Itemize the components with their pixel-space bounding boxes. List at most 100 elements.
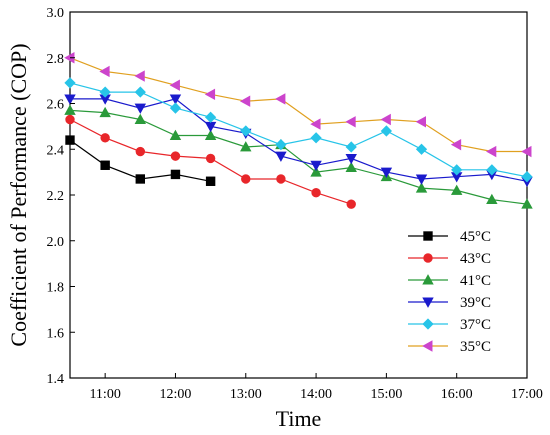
data-point bbox=[380, 125, 393, 137]
data-point bbox=[275, 139, 287, 151]
data-point bbox=[134, 86, 146, 98]
y-tick-label: 2.8 bbox=[47, 52, 65, 67]
data-point bbox=[380, 167, 393, 178]
data-point bbox=[450, 138, 462, 151]
data-point bbox=[346, 199, 356, 209]
data-point bbox=[486, 193, 498, 205]
x-axis-title: Time bbox=[276, 406, 322, 431]
series-line bbox=[69, 109, 528, 205]
data-point bbox=[135, 174, 146, 184]
data-point bbox=[170, 151, 181, 161]
data-point bbox=[134, 70, 145, 82]
legend-marker bbox=[422, 340, 433, 352]
data-point bbox=[345, 141, 357, 153]
series-line bbox=[69, 82, 528, 178]
data-point bbox=[239, 95, 251, 107]
y-axis-title: Coefficient of Performance (COP) bbox=[6, 43, 31, 346]
data-point bbox=[99, 65, 110, 78]
data-point bbox=[99, 86, 111, 98]
data-point bbox=[380, 113, 391, 126]
data-point bbox=[415, 116, 426, 128]
data-point bbox=[100, 133, 110, 143]
data-point bbox=[134, 103, 147, 114]
y-tick-label: 2.4 bbox=[47, 143, 65, 158]
data-point bbox=[64, 104, 76, 115]
data-point bbox=[64, 94, 76, 105]
y-tick-label: 3.0 bbox=[47, 6, 65, 21]
y-tick-label: 1.4 bbox=[47, 372, 65, 387]
data-point bbox=[450, 184, 463, 195]
legend-label: 45°C bbox=[460, 229, 491, 245]
data-point bbox=[169, 79, 180, 91]
legend-label: 43°C bbox=[460, 251, 491, 267]
legend-marker bbox=[423, 253, 433, 263]
x-tick-label: 15:00 bbox=[370, 387, 402, 402]
series-group bbox=[64, 77, 533, 183]
data-point bbox=[275, 93, 286, 105]
data-point bbox=[169, 129, 182, 140]
data-point bbox=[241, 174, 251, 184]
data-point bbox=[310, 118, 321, 130]
data-point bbox=[169, 102, 182, 114]
plot-area: 11:00 12:00 13:00 14:00 15:00 16:00 17:00 1.4 1.… bbox=[47, 6, 543, 402]
data-point bbox=[345, 153, 357, 165]
series-layer bbox=[64, 52, 533, 209]
data-point bbox=[415, 182, 428, 193]
data-point bbox=[275, 151, 287, 162]
legend-marker bbox=[422, 318, 434, 330]
data-point bbox=[169, 94, 182, 105]
legend-marker bbox=[422, 274, 434, 285]
ticks-layer: 11:00 12:00 13:00 14:00 15:00 16:00 17:00 1.4 1.… bbox=[47, 6, 543, 402]
y-tick-label: 2.2 bbox=[47, 189, 65, 204]
series-line bbox=[70, 98, 528, 182]
y-tick-label: 1.6 bbox=[47, 326, 65, 341]
series-group bbox=[65, 135, 216, 186]
data-point bbox=[486, 164, 498, 176]
series-group bbox=[64, 52, 532, 158]
data-point bbox=[100, 160, 110, 170]
data-point bbox=[134, 113, 147, 124]
data-point bbox=[521, 198, 533, 209]
legend-label: 41°C bbox=[460, 273, 491, 289]
x-tick-label: 12:00 bbox=[160, 387, 192, 402]
x-tick-label: 14:00 bbox=[300, 387, 332, 402]
data-point bbox=[99, 106, 111, 118]
data-point bbox=[451, 164, 463, 176]
data-point bbox=[205, 176, 216, 186]
x-tick-label: 13:00 bbox=[230, 387, 262, 402]
legend-label: 39°C bbox=[460, 295, 491, 311]
data-point bbox=[170, 169, 181, 180]
data-point bbox=[415, 174, 428, 185]
series-group bbox=[64, 104, 533, 209]
data-point bbox=[135, 146, 146, 157]
legend-marker bbox=[423, 231, 433, 241]
y-tick-label: 2.0 bbox=[47, 235, 65, 250]
series-group bbox=[65, 114, 356, 209]
x-tick-label: 16:00 bbox=[441, 387, 473, 402]
y-tick-label: 2.6 bbox=[47, 98, 65, 113]
data-point bbox=[240, 141, 252, 152]
data-point bbox=[521, 171, 533, 183]
legend-label: 35°C bbox=[460, 339, 491, 355]
data-point bbox=[204, 88, 216, 101]
series-group bbox=[64, 94, 533, 188]
data-point bbox=[310, 132, 322, 144]
data-point bbox=[205, 153, 216, 164]
data-point bbox=[310, 160, 322, 172]
x-tick-label: 17:00 bbox=[511, 387, 543, 402]
data-point bbox=[521, 145, 532, 158]
plot-frame bbox=[69, 11, 528, 379]
x-tick-label: 11:00 bbox=[89, 387, 120, 402]
data-point bbox=[276, 174, 286, 184]
data-point bbox=[204, 129, 217, 140]
legend-marker bbox=[422, 297, 434, 308]
data-point bbox=[415, 143, 428, 155]
data-point bbox=[345, 161, 357, 173]
data-point bbox=[486, 145, 497, 158]
data-point bbox=[345, 116, 356, 128]
legend-label: 37°C bbox=[460, 317, 491, 333]
data-point bbox=[64, 77, 76, 89]
data-point bbox=[65, 114, 75, 125]
legend: 45°C 43°C 41°C 39°C 37°C 35°C bbox=[408, 229, 491, 355]
